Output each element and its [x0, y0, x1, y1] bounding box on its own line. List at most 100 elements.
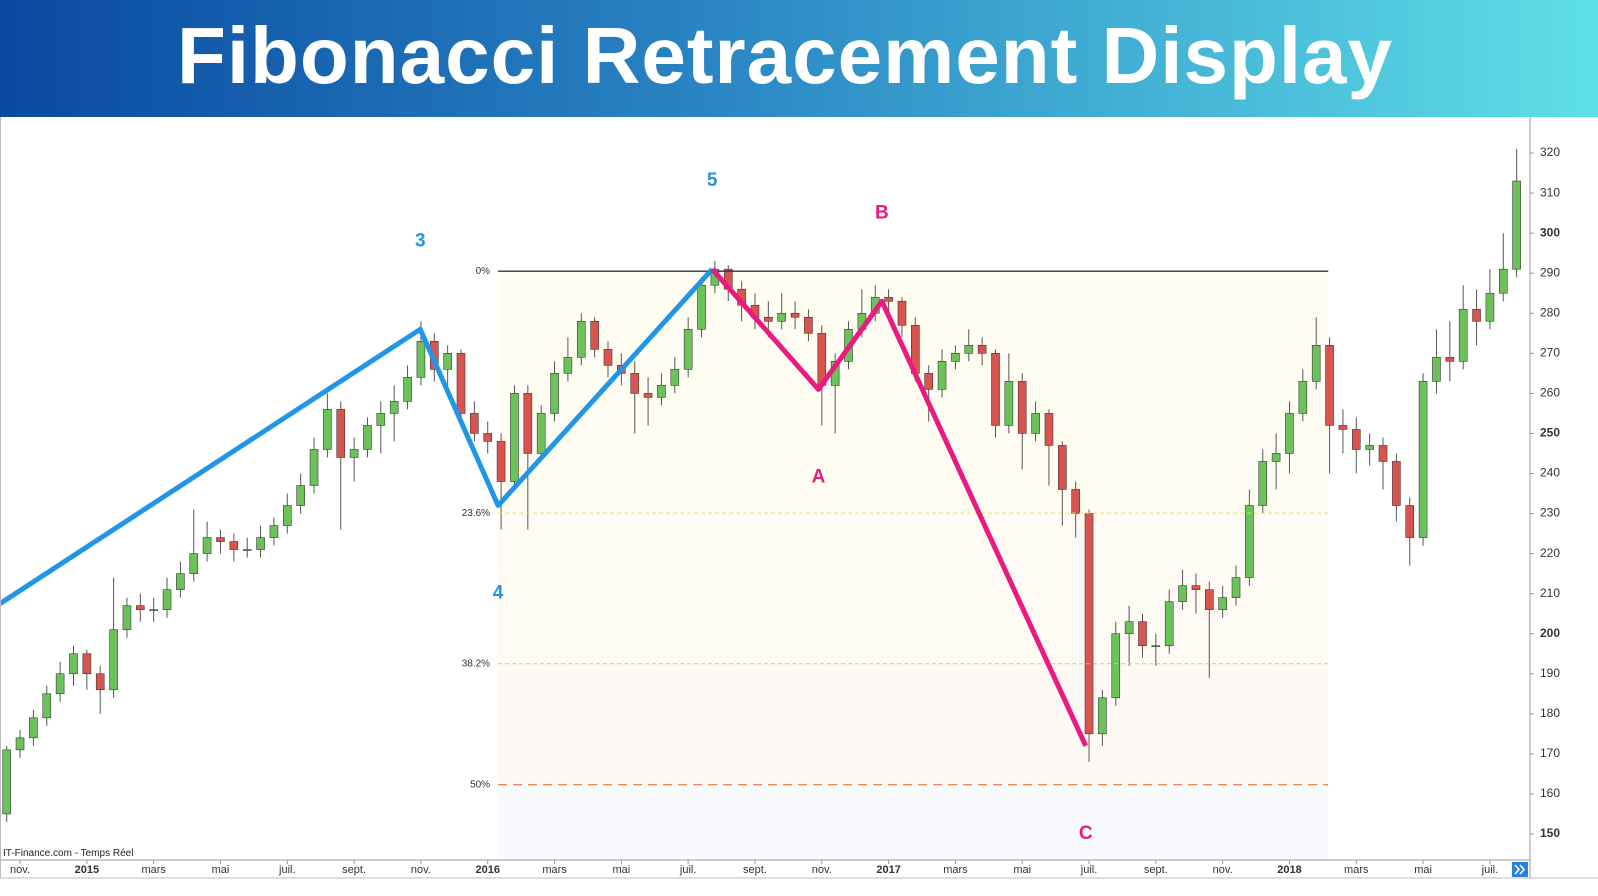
- wave-label: B: [875, 202, 889, 223]
- candle-body: [630, 373, 640, 394]
- candle-body: [1338, 425, 1348, 430]
- candle-body: [1031, 413, 1040, 434]
- candle-body: [1445, 357, 1455, 362]
- candle-body: [1285, 413, 1294, 454]
- candle-body: [282, 505, 292, 526]
- candle-body: [323, 409, 332, 450]
- candle-body: [1351, 429, 1361, 450]
- candle-body: [42, 693, 52, 719]
- x-tick-label: mai: [212, 864, 230, 876]
- candle-body: [1044, 413, 1054, 446]
- candle-body: [1392, 461, 1401, 506]
- fib-band: [498, 271, 1329, 514]
- candle-body: [1205, 589, 1214, 610]
- y-tick-label: 310: [1540, 185, 1560, 199]
- candle-body: [977, 345, 987, 354]
- x-tick-label: mars: [141, 864, 166, 876]
- candle-body: [55, 673, 65, 695]
- candle-body: [109, 629, 118, 691]
- candle-body: [443, 353, 452, 370]
- x-tick-label: mars: [943, 864, 968, 876]
- candle-body: [470, 413, 479, 434]
- candle-body: [29, 717, 38, 739]
- wave-label: 5: [707, 170, 718, 191]
- wave-line: [0, 267, 715, 606]
- candle-body: [242, 549, 252, 551]
- candle-body: [69, 653, 78, 675]
- candle-body: [764, 316, 773, 322]
- candle-body: [1111, 633, 1121, 699]
- candle-body: [576, 320, 586, 358]
- candle-body: [162, 589, 172, 610]
- fib-level-label: 23.6%: [462, 508, 490, 519]
- candle-body: [1138, 621, 1147, 647]
- fib-band: [498, 513, 1329, 664]
- candle-body: [1017, 381, 1027, 434]
- candle-body: [1405, 505, 1415, 538]
- candle-body: [790, 312, 800, 318]
- y-tick-label: 250: [1540, 426, 1560, 440]
- candle-body: [1004, 381, 1014, 426]
- candle-body: [884, 296, 893, 302]
- x-tick-label: sept.: [743, 864, 767, 876]
- candle-body: [176, 573, 185, 590]
- candle-body: [189, 553, 199, 574]
- candle-body: [1325, 345, 1334, 426]
- wave-label: A: [812, 466, 826, 487]
- y-tick-label: 150: [1540, 826, 1560, 840]
- scroll-icon[interactable]: [1514, 864, 1526, 875]
- candle-body: [590, 320, 599, 350]
- wave-label: 4: [493, 583, 504, 604]
- candle-body: [122, 605, 132, 630]
- candle-body: [296, 485, 305, 506]
- candle-body: [777, 312, 787, 322]
- candle-body: [2, 749, 11, 815]
- candle-body: [1365, 445, 1374, 450]
- candle-body: [1432, 357, 1441, 382]
- y-tick-label: 190: [1540, 666, 1560, 680]
- x-tick-label: nov.: [1213, 864, 1233, 876]
- fib-level-label: 50%: [470, 779, 490, 790]
- x-tick-label: 2015: [75, 864, 99, 876]
- candle-body: [403, 377, 412, 402]
- candle-body: [496, 441, 506, 482]
- candle-body: [229, 541, 239, 550]
- y-tick-label: 160: [1540, 786, 1560, 800]
- x-tick-label: sept.: [1144, 864, 1168, 876]
- candle-body: [1472, 308, 1481, 322]
- candle-body: [483, 433, 493, 442]
- candle-body: [1245, 505, 1254, 578]
- x-tick-label: nov.: [812, 864, 832, 876]
- candle-body: [1258, 461, 1268, 506]
- y-tick-label: 200: [1540, 626, 1560, 640]
- candle-body: [1084, 513, 1094, 735]
- candle-body: [1071, 489, 1080, 514]
- candle-body: [1485, 292, 1495, 322]
- x-tick-label: juil.: [278, 864, 296, 876]
- candle-body: [897, 300, 907, 326]
- candle-body: [1124, 621, 1134, 634]
- candle-body: [376, 413, 386, 426]
- candle-body: [15, 737, 25, 751]
- candle-body: [1378, 445, 1388, 462]
- wave-label: 3: [415, 230, 426, 251]
- x-tick-label: mai: [612, 864, 630, 876]
- candle-body: [1218, 597, 1227, 610]
- y-tick-label: 230: [1540, 506, 1560, 520]
- candle-body: [937, 361, 947, 390]
- candle-body: [563, 357, 573, 374]
- wave-label: C: [1079, 823, 1093, 844]
- y-tick-label: 180: [1540, 706, 1560, 720]
- x-tick-label: juil.: [679, 864, 697, 876]
- candle-body: [1271, 453, 1281, 462]
- page-title: Fibonacci Retracement Display: [176, 11, 1394, 100]
- candle-body: [256, 537, 265, 550]
- candle-body: [603, 349, 613, 366]
- x-tick-label: nov.: [411, 864, 431, 876]
- candle-body: [95, 673, 105, 691]
- overlays: 0% 23.6% 38.2% 50% 3 4 5 A B C: [0, 170, 1329, 844]
- candle-body: [657, 385, 666, 398]
- candle-body: [1512, 180, 1521, 270]
